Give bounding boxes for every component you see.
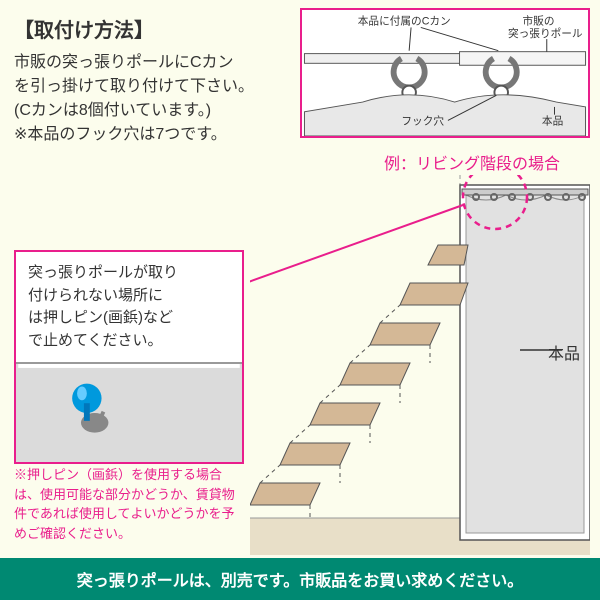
pin-text: 突っ張りポールが取り 付けられない場所に は押しピン(画鋲)など で止めてくださ… — [16, 252, 242, 362]
intro-line: ※本品のフック穴は7つです。 — [14, 126, 227, 143]
pin-line: は押しピン(画鋲)など — [28, 309, 173, 326]
intro-line: を引っ掛けて取り付けて下さい。 — [14, 78, 254, 95]
footer-banner: 突っ張りポールは、別売です。市販品をお買い求めください。 — [0, 558, 600, 600]
pin-note: ※押しピン（画鋲）を使用する場合は、使用可能な部分かどうか、賃貸物件であれば使用… — [14, 465, 244, 543]
pole-label: 市販の — [523, 15, 555, 28]
example-label: 例：リビング階段の場合 — [384, 150, 560, 174]
hook-detail-box: 本品に付属のCカン 市販の 突っ張りポール フック穴 本品 — [300, 8, 590, 138]
pin-illustration — [16, 362, 242, 462]
honpin-label: 本品 — [542, 114, 563, 127]
pin-instruction-box: 突っ張りポールが取り 付けられない場所に は押しピン(画鋲)など で止めてくださ… — [14, 250, 244, 464]
ckan-label: 本品に付属のCカン — [358, 15, 451, 28]
pushpin-icon — [72, 384, 108, 433]
intro-text: 市販の突っ張りポールにCカン を引っ掛けて取り付けて下さい。 (Cカンは8個付い… — [0, 51, 280, 147]
pin-line: で止めてください。 — [28, 332, 163, 349]
pole-label2: 突っ張りポール — [508, 27, 583, 40]
room-scene — [250, 175, 590, 555]
pin-line: 突っ張りポールが取り — [28, 264, 178, 281]
c-hook-icon — [394, 58, 425, 99]
intro-line: (Cカンは8個付いています。) — [14, 102, 211, 119]
pin-line: 付けられない場所に — [28, 287, 163, 304]
hookhole-label: フック穴 — [401, 114, 444, 127]
intro-line: 市販の突っ張りポールにCカン — [14, 54, 234, 71]
product-label: 本品 — [548, 340, 580, 364]
